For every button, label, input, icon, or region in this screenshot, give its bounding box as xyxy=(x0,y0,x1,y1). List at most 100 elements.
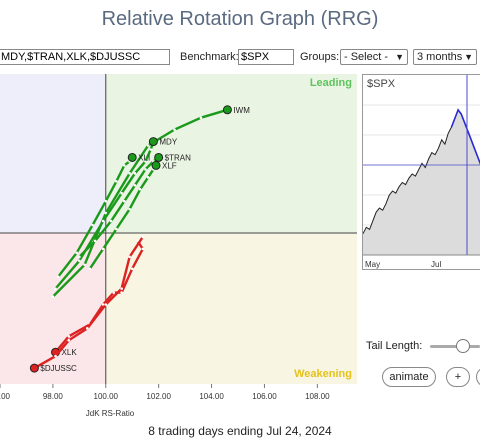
x-tick-label: 104.00 xyxy=(199,392,224,401)
tail-point-mdy xyxy=(149,148,153,151)
head-point-xlf[interactable] xyxy=(151,160,161,170)
tail-point-iwm xyxy=(199,116,203,120)
tail-point-iwm xyxy=(83,263,86,267)
x-axis-label: JdK RS-Ratio xyxy=(86,409,135,418)
tail-point-xlk xyxy=(136,239,139,243)
x-tick-label: 98.00 xyxy=(43,392,64,401)
tail-point-xlk xyxy=(130,267,134,271)
tail-point-xlf xyxy=(101,247,105,251)
tail-point-djussc xyxy=(85,327,89,330)
improving-quadrant xyxy=(0,74,106,233)
tail-point-iwm xyxy=(51,295,55,298)
tail-point-tran xyxy=(122,199,126,203)
period-select-value: 3 months xyxy=(417,51,463,63)
tail-point-djussc xyxy=(104,303,108,306)
tail-point-xlk xyxy=(112,291,116,294)
benchmark-label: Benchmark: xyxy=(180,51,239,63)
tail-point-xlk xyxy=(141,247,145,251)
weakening-quadrant xyxy=(105,232,358,384)
series-label-iwm: IWM xyxy=(233,106,250,115)
groups-select[interactable]: - Select - ▼ xyxy=(340,49,408,65)
x-tick-label: 108.00 xyxy=(305,392,330,401)
tail-point-xlf xyxy=(146,176,150,179)
tail-point-mdy xyxy=(54,287,57,290)
tail-point-djussc xyxy=(54,354,57,358)
x-tick-label: 102.00 xyxy=(146,392,171,401)
groups-select-value: - Select - xyxy=(344,51,389,63)
tail-point-tran xyxy=(78,255,81,259)
tail-djussc xyxy=(33,236,144,370)
rrg-chart: Leading Weakening IWM MDY XLI $TRAN XLF XLK $D… xyxy=(0,74,358,418)
tail-point-tran xyxy=(93,239,97,243)
price-x-label-jul: Jul xyxy=(431,260,441,269)
tail-point-djussc xyxy=(141,235,145,239)
tail-point-mdy xyxy=(120,191,123,195)
tail-point-iwm xyxy=(173,128,176,131)
tail-point-mdy xyxy=(101,219,105,223)
head-point-tran[interactable] xyxy=(154,152,164,162)
tail-iwm xyxy=(52,108,228,298)
symbols-input[interactable] xyxy=(0,49,170,65)
tail-point-xli xyxy=(91,223,94,227)
tail-point-xli xyxy=(122,164,126,167)
tail-point-xli xyxy=(75,251,78,255)
add-button[interactable]: + xyxy=(446,367,470,387)
leading-label: Leading xyxy=(310,77,352,89)
series-label-xlk: XLK xyxy=(62,348,78,357)
tail-point-xlf xyxy=(88,267,92,271)
tail-point-djussc xyxy=(120,287,123,290)
tail-point-xli xyxy=(104,199,108,203)
tail-point-tran xyxy=(133,183,137,187)
tail-point-mdy xyxy=(133,172,137,175)
footer-caption: 8 trading days ending Jul 24, 2024 xyxy=(148,424,332,438)
tail-point-tran xyxy=(109,219,113,223)
price-x-label-may: May xyxy=(365,260,380,269)
tail-length-label: Tail Length: xyxy=(366,340,423,352)
benchmark-price-panel: $SPX May Jul xyxy=(362,74,480,270)
tail-length-slider-thumb[interactable] xyxy=(456,339,470,353)
series-label-mdy: MDY xyxy=(159,138,177,147)
tail-point-xlk xyxy=(67,335,71,338)
tail-point-xli xyxy=(56,275,60,278)
groups-label: Groups: xyxy=(300,51,340,63)
head-point-xli[interactable] xyxy=(127,152,137,162)
tail-point-xlf xyxy=(138,187,142,191)
weakening-label: Weakening xyxy=(294,368,352,380)
series-label-xlf: XLF xyxy=(162,161,177,170)
series-label-djussc: $DJUSSC xyxy=(40,364,77,373)
tail-point-xlf xyxy=(128,207,131,211)
animate-button[interactable]: animate xyxy=(382,367,436,387)
price-svg: $SPX May Jul xyxy=(363,75,480,269)
tail-xlf xyxy=(88,164,158,270)
x-tick-label: 96.00 xyxy=(0,392,11,401)
price-area xyxy=(363,109,480,255)
x-axis: 96.00 98.00 100.00 102.00 104.00 106.00 108.00… xyxy=(0,384,330,418)
series-label-tran: $TRAN xyxy=(165,153,191,162)
series-label-xli: XLI xyxy=(138,153,150,162)
tail-tran xyxy=(78,156,160,258)
tail-length-slider-track[interactable] xyxy=(430,345,480,348)
price-panel-label: $SPX xyxy=(367,78,396,90)
tail-point-xlk xyxy=(120,291,123,294)
benchmark-input[interactable] xyxy=(238,49,294,65)
lagging-quadrant xyxy=(0,232,106,384)
page-title: Relative Rotation Graph (RRG) xyxy=(101,8,379,30)
tail-point-tran xyxy=(144,168,147,171)
tail-point-iwm xyxy=(146,144,150,147)
tail-point-iwm xyxy=(128,172,131,175)
more-button[interactable] xyxy=(476,367,480,387)
period-select[interactable]: 3 months ▼ xyxy=(413,49,477,65)
head-point-iwm[interactable] xyxy=(222,105,232,115)
price-highlight-line xyxy=(450,108,480,166)
tail-point-djussc xyxy=(128,255,131,259)
tail-point-iwm xyxy=(104,211,108,215)
head-point-djussc[interactable] xyxy=(29,363,39,373)
controls-bar: Benchmark: Groups: - Select - ▼ 3 months… xyxy=(0,48,480,68)
tail-point-djussc xyxy=(67,338,71,342)
tail-point-mdy xyxy=(78,259,81,263)
head-point-mdy[interactable] xyxy=(148,137,158,147)
tail-point-xlf xyxy=(115,227,118,231)
x-tick-label: 106.00 xyxy=(252,392,277,401)
